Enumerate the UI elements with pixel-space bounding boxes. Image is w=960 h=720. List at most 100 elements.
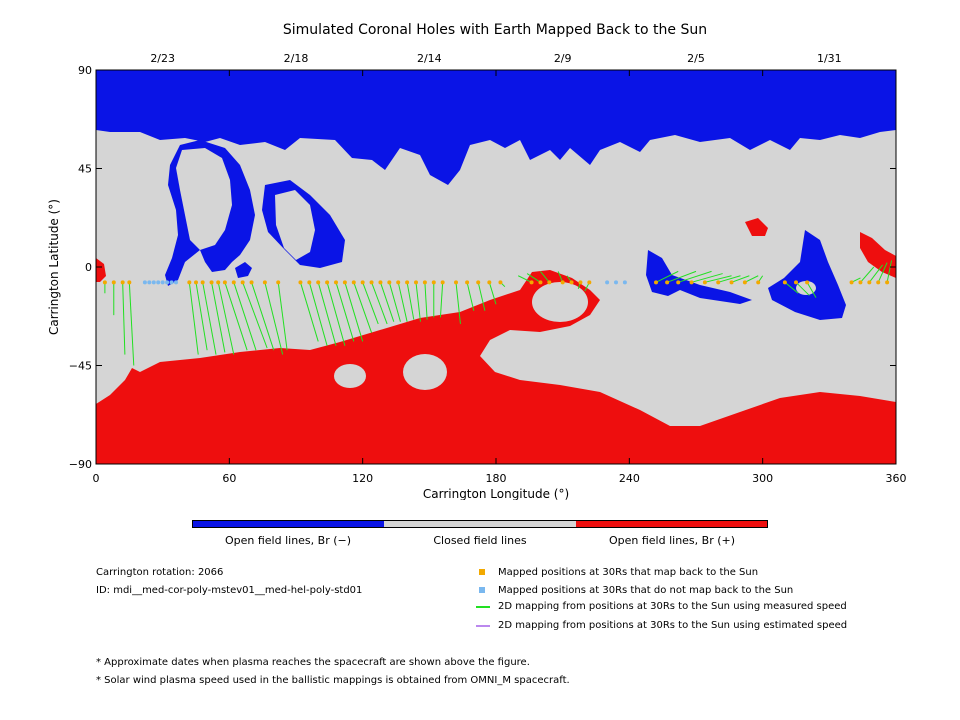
- chart-title: Simulated Coronal Holes with Earth Mappe…: [282, 22, 708, 38]
- mapping-line: [344, 282, 364, 342]
- unmapped-point: [160, 280, 165, 285]
- mapped-point: [498, 280, 503, 285]
- mapping-line: [415, 282, 421, 322]
- legend-mapped: Mapped positions at 30Rs that map back t…: [498, 567, 759, 578]
- carrington-rotation: Carrington rotation: 2066: [96, 567, 224, 578]
- mapped-point: [249, 280, 254, 285]
- mapped-point: [187, 280, 192, 285]
- date-label: 2/23: [150, 52, 175, 65]
- date-label: 1/31: [817, 52, 842, 65]
- mapped-point: [262, 280, 267, 285]
- date-label: 2/5: [687, 52, 705, 65]
- positive-patch-0: [96, 258, 106, 282]
- mapped-point: [560, 280, 565, 285]
- mapping-line: [691, 273, 723, 283]
- mapping-line: [488, 282, 497, 305]
- mapped-point: [654, 280, 658, 285]
- mapped-point: [209, 280, 214, 285]
- mapping-line: [379, 282, 395, 322]
- mapped-point: [307, 280, 312, 285]
- mapped-point: [414, 280, 418, 285]
- mapping-line: [122, 282, 126, 355]
- unmapped-point: [614, 280, 618, 285]
- mapping-line: [277, 282, 288, 351]
- mapped-point: [102, 280, 107, 285]
- mapping-line: [251, 282, 275, 351]
- hole-lon-250: [646, 250, 752, 304]
- mapping-line: [655, 270, 679, 283]
- mapped-point: [465, 280, 470, 285]
- axes: 0 60 120 180 240 300 360 −90 −45 0 45 90 2/23 2/18 2/1…: [69, 52, 907, 485]
- mapped-point: [578, 280, 583, 285]
- legend-estimated: 2D mapping from positions at 30Rs to the…: [498, 620, 848, 631]
- mapped-point: [422, 280, 427, 285]
- legend-bar-neg-label: Open field lines, Br (−): [224, 534, 352, 547]
- mapped-point: [111, 280, 116, 285]
- mapping-line: [526, 273, 541, 283]
- mapping-line: [868, 264, 884, 283]
- hole-near-225: [235, 262, 252, 278]
- mapping-line: [264, 282, 284, 355]
- mapped-point: [849, 280, 854, 285]
- unmapped-point: [174, 280, 178, 285]
- mapping-line: [518, 275, 532, 283]
- unmapped-point: [605, 280, 610, 285]
- mapped-point: [240, 280, 245, 285]
- mapping-line: [317, 282, 337, 346]
- mapped-point: [431, 280, 436, 285]
- mapped-point: [716, 280, 721, 285]
- mapping-line: [353, 282, 373, 333]
- mapped-point: [298, 280, 303, 285]
- x-tick-label: 120: [352, 472, 373, 485]
- mapped-point: [405, 280, 410, 285]
- mapping-line: [477, 282, 486, 311]
- mapped-point: [440, 280, 445, 285]
- mapped-point: [794, 280, 798, 285]
- mapping-line: [718, 275, 741, 283]
- mapped-point: [222, 280, 227, 285]
- mapped-point: [120, 280, 125, 285]
- positive-patch-340: [745, 218, 768, 236]
- mapping-line: [224, 282, 248, 351]
- mapped-point: [325, 280, 330, 285]
- closed-bar: [384, 521, 576, 528]
- mapping-line: [424, 282, 428, 320]
- y-tick-label: 90: [78, 64, 92, 77]
- closed-island-110: [334, 364, 366, 388]
- mapping-line: [335, 282, 355, 342]
- mapped-point: [487, 280, 492, 285]
- mapped-point: [689, 280, 694, 285]
- mapping-line: [326, 282, 346, 346]
- note-dates: * Approximate dates when plasma reaches …: [96, 657, 530, 668]
- y-tick-label: 0: [85, 261, 92, 274]
- mapping-line: [397, 282, 408, 322]
- mapped-point: [351, 280, 356, 285]
- unmapped-point: [169, 280, 174, 285]
- mapped-point: [782, 280, 787, 285]
- mapping-line: [666, 270, 697, 283]
- mapping-line: [678, 270, 712, 283]
- mapped-point: [547, 280, 552, 285]
- mapping-line: [439, 282, 444, 318]
- x-tick-label: 180: [486, 472, 507, 485]
- mapping-line: [211, 282, 226, 353]
- mapping-line: [744, 275, 759, 283]
- mapping-line: [371, 282, 388, 325]
- mapped-point: [342, 280, 347, 285]
- unmapped-point: [147, 280, 152, 285]
- central-closed-patch: [176, 148, 232, 250]
- unmapped-marker-swatch: [479, 587, 485, 593]
- unmapped-point: [622, 280, 627, 285]
- mapped-point: [216, 280, 221, 285]
- closed-island-200: [532, 282, 588, 322]
- estimated-line-swatch: [476, 625, 490, 627]
- mapped-point: [885, 280, 890, 285]
- unmapped-point: [165, 280, 170, 285]
- mapping-line: [806, 282, 817, 298]
- mapping-line: [877, 262, 888, 283]
- mapping-line: [217, 282, 235, 355]
- mapping-line: [704, 275, 732, 283]
- mapped-point: [396, 280, 401, 285]
- mapping-line: [202, 282, 217, 355]
- mapped-point: [378, 280, 383, 285]
